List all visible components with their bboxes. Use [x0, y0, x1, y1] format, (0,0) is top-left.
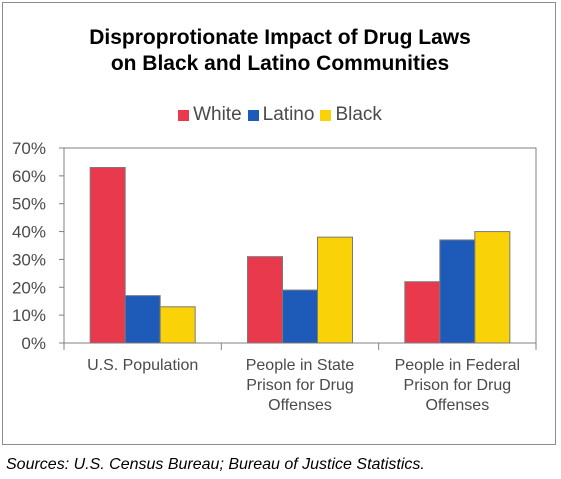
legend-label-white: White [193, 104, 242, 125]
y-tick-label: 40% [12, 223, 46, 242]
chart-title-line-2: on Black and Latino Communities [110, 52, 450, 75]
x-category-label: Offenses [425, 397, 489, 414]
x-category-label: Prison for Drug [246, 377, 354, 394]
chart-title-line-1: Disproprotionate Impact of Drug Laws [89, 26, 471, 49]
legend-label-black: Black [335, 104, 382, 125]
bar-latino [124, 295, 161, 344]
bar-latino [282, 289, 318, 344]
y-tick-label: 20% [12, 278, 46, 297]
y-tick-label: 70% [12, 139, 46, 158]
x-category-label: Offenses [268, 397, 332, 414]
bar-white [89, 167, 126, 344]
x-category-label: People in Federal [395, 357, 520, 374]
legend-item-white: White [178, 104, 242, 126]
x-category-label: Prison for Drug [404, 377, 512, 394]
bar-black [159, 306, 196, 344]
bar-latino [439, 239, 476, 344]
legend-swatch-black [320, 109, 332, 121]
chart-title: Disproprotionate Impact of Drug Laws on … [3, 25, 557, 77]
x-category-label: U.S. Population [87, 357, 198, 374]
source-note: Sources: U.S. Census Bureau; Bureau of J… [6, 456, 425, 473]
y-tick-label: 60% [12, 167, 46, 186]
legend-swatch-white [178, 109, 190, 121]
legend-item-latino: Latino [247, 104, 315, 126]
legend-item-black: Black [320, 104, 382, 126]
y-tick-label: 50% [12, 195, 46, 214]
bar-white [404, 281, 441, 344]
bar-white [247, 256, 283, 344]
y-tick-label: 10% [12, 306, 46, 325]
legend-label-latino: Latino [262, 104, 315, 125]
chart-legend: White Latino Black [3, 104, 557, 126]
y-tick-label: 30% [12, 250, 46, 269]
bar-chart: 0% 10% 20% 30% 40% 50% 60% 70% U.S. Population Pe… [12, 139, 537, 414]
y-tick-label: 0% [21, 334, 46, 353]
x-category-label: People in State [246, 357, 355, 374]
bar-black [474, 231, 511, 344]
legend-swatch-latino [247, 109, 259, 121]
bar-black [317, 236, 353, 344]
